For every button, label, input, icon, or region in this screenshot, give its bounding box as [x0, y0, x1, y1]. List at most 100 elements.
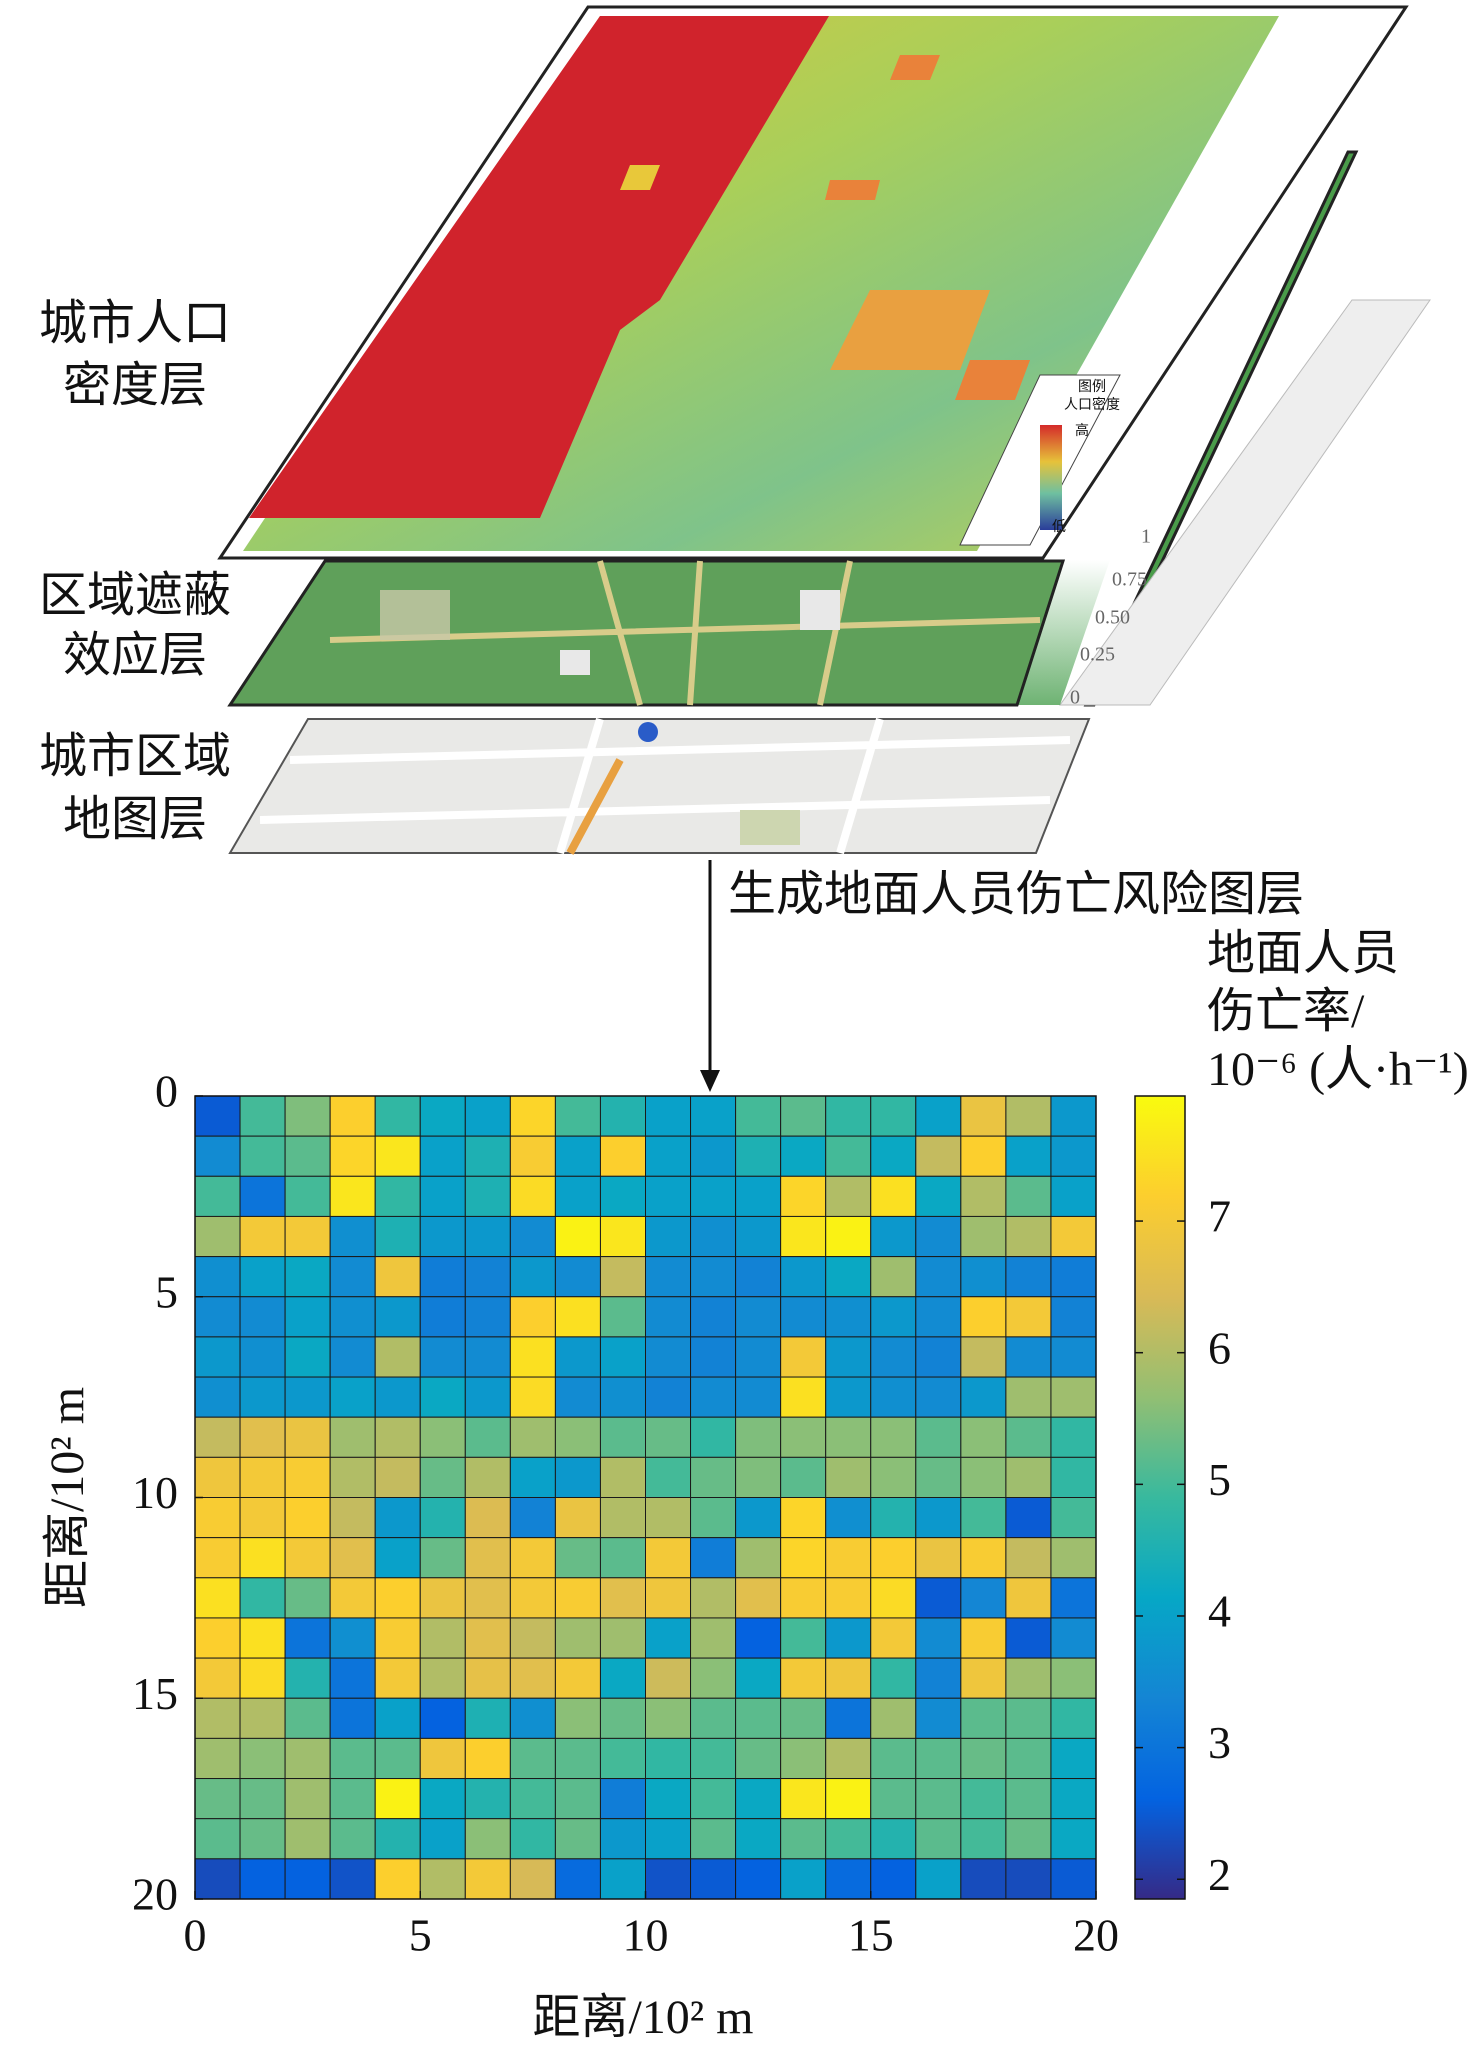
- heatmap-cell: [825, 1737, 872, 1780]
- heatmap-cell: [374, 1617, 421, 1659]
- heatmap-cell: [374, 1215, 421, 1258]
- heatmap-cell: [645, 1416, 692, 1458]
- heatmap-cell: [509, 1617, 556, 1659]
- heatmap-cell: [239, 1135, 286, 1177]
- heatmap-cell: [374, 1858, 421, 1900]
- heatmap-cell: [1005, 1617, 1052, 1659]
- heatmap-cell: [464, 1737, 511, 1780]
- heatmap-cell: [374, 1497, 421, 1539]
- heatmap-cell: [915, 1858, 962, 1900]
- heatmap-cell: [915, 1537, 962, 1579]
- heatmap-cell: [194, 1497, 241, 1539]
- heatmap-cell: [1005, 1416, 1052, 1458]
- y-tick-label: 5: [155, 1266, 178, 1317]
- heatmap-cell: [284, 1617, 331, 1659]
- heatmap-cell: [239, 1577, 286, 1619]
- heatmap-cell: [194, 1416, 241, 1458]
- heatmap-cell: [645, 1617, 692, 1659]
- heatmap-cell: [194, 1858, 241, 1900]
- heatmap-cell: [960, 1818, 1007, 1860]
- heatmap-cell: [509, 1135, 556, 1177]
- shield-scale-label: 0: [1070, 687, 1080, 709]
- x-tick-label: 5: [409, 1910, 432, 1961]
- heatmap-cell: [735, 1256, 782, 1298]
- heatmap-cell: [690, 1818, 737, 1860]
- heatmap-cell: [419, 1256, 466, 1298]
- heatmap-cell: [239, 1858, 286, 1900]
- heatmap-cell: [645, 1858, 692, 1900]
- heatmap-cell: [825, 1376, 872, 1418]
- layer-label: 效应层: [63, 629, 207, 682]
- heatmap-cell: [825, 1336, 872, 1378]
- heatmap-cell: [554, 1135, 601, 1177]
- heatmap-cell: [960, 1135, 1007, 1177]
- heatmap-cell: [960, 1657, 1007, 1699]
- heatmap-cell: [825, 1416, 872, 1458]
- heatmap-cell: [284, 1296, 331, 1338]
- heatmap-cell: [1050, 1256, 1097, 1298]
- heatmap-cell: [599, 1175, 647, 1217]
- heatmap-cell: [329, 1135, 376, 1177]
- heatmap-cell: [464, 1697, 511, 1739]
- y-tick-label: 0: [155, 1066, 178, 1117]
- heatmap-cell: [870, 1416, 917, 1458]
- heatmap-cell: [645, 1256, 692, 1298]
- heatmap-cell: [870, 1256, 917, 1298]
- heatmap-cell: [960, 1095, 1007, 1137]
- heatmap-cell: [1050, 1778, 1097, 1820]
- heatmap-cell: [509, 1296, 556, 1338]
- heatmap-cell: [870, 1657, 917, 1699]
- shield-scale-label: 0.50: [1095, 607, 1130, 629]
- heatmap-cell: [915, 1657, 962, 1699]
- heatmap-cell: [599, 1697, 647, 1739]
- colorbar-label: 地面人员: [1207, 927, 1399, 980]
- heatmap-cell: [645, 1577, 692, 1619]
- heatmap-cell: [1005, 1215, 1052, 1258]
- heatmap-cell: [509, 1697, 556, 1739]
- heatmap-cell: [419, 1416, 466, 1458]
- x-tick-label: 10: [623, 1910, 669, 1961]
- heatmap-cell: [1050, 1095, 1097, 1137]
- heatmap-cell: [464, 1778, 511, 1820]
- heatmap-cell: [599, 1095, 647, 1137]
- heatmap-cell: [239, 1697, 286, 1739]
- heatmap-cell: [870, 1537, 917, 1579]
- heatmap-cell: [1005, 1256, 1052, 1298]
- heatmap-cell: [329, 1657, 376, 1699]
- heatmap-cell: [780, 1778, 827, 1820]
- y-tick-label: 20: [132, 1869, 178, 1920]
- heatmap-cell: [374, 1456, 421, 1498]
- heatmap-cell: [915, 1818, 962, 1860]
- heatmap-cell: [825, 1778, 872, 1820]
- legend-high: 高: [1075, 422, 1089, 439]
- heatmap-cell: [464, 1175, 511, 1217]
- heatmap-cell: [419, 1737, 466, 1780]
- heatmap-cell: [554, 1215, 601, 1258]
- heatmap-cell: [599, 1657, 647, 1699]
- heatmap-cell: [194, 1697, 241, 1739]
- heatmap-cell: [780, 1095, 827, 1137]
- heatmap-cell: [690, 1296, 737, 1338]
- heatmap-cell: [870, 1376, 917, 1418]
- heatmap-cell: [329, 1256, 376, 1298]
- heatmap-cell: [780, 1858, 827, 1900]
- arrow-label: 生成地面人员伤亡风险图层: [728, 868, 1304, 921]
- heatmap-cell: [329, 1175, 376, 1217]
- heatmap-cell: [554, 1497, 601, 1539]
- heatmap-cell: [374, 1657, 421, 1699]
- heatmap-cell: [419, 1215, 466, 1258]
- heatmap-cell: [960, 1416, 1007, 1458]
- heatmap-cell: [419, 1135, 466, 1177]
- heatmap-cell: [194, 1376, 241, 1418]
- colorbar: [1134, 1095, 1186, 1900]
- legend-title: 图例: [1078, 379, 1106, 395]
- heatmap-cell: [690, 1456, 737, 1498]
- heatmap-cell: [194, 1657, 241, 1699]
- heatmap-cell: [1005, 1657, 1052, 1699]
- heatmap-cell: [329, 1778, 376, 1820]
- heatmap-cell: [374, 1416, 421, 1458]
- heatmap-cell: [239, 1818, 286, 1860]
- heatmap-cell: [554, 1376, 601, 1418]
- heatmap-cell: [464, 1818, 511, 1860]
- heatmap-cell: [284, 1416, 331, 1458]
